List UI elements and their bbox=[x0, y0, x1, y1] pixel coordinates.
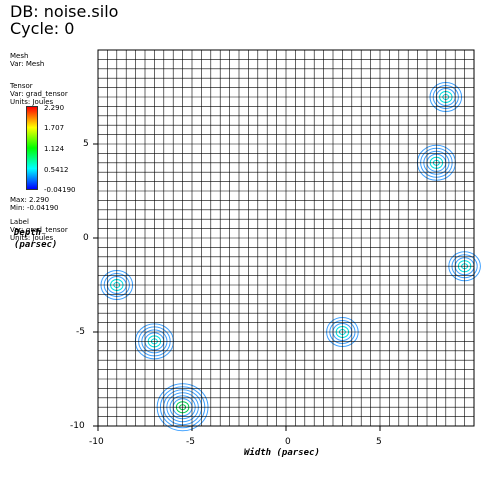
mesh-legend-var: Var: Mesh bbox=[10, 60, 45, 68]
label-legend-var: Var: grad_tensor bbox=[10, 226, 68, 234]
tensor-legend-units: Units: Joules bbox=[10, 98, 54, 106]
axis-ticks bbox=[93, 143, 381, 431]
tensor-legend-title: Tensor bbox=[10, 82, 33, 90]
colorbar-tick-min: -0.04190 bbox=[44, 186, 76, 194]
colorbar-tick-max: 2.290 bbox=[44, 104, 65, 112]
database-title: DB: noise.silo bbox=[10, 2, 119, 21]
mesh-grid bbox=[97, 49, 475, 427]
x-tick-label: -5 bbox=[186, 437, 195, 447]
x-tick-label: -10 bbox=[89, 437, 104, 447]
tensor-legend-max: Max: 2.290 bbox=[10, 196, 50, 204]
label-legend-units: Units: Joules bbox=[10, 234, 54, 242]
y-axis-title-units: (parsec) bbox=[14, 240, 58, 250]
x-tick-label: 0 bbox=[285, 437, 291, 447]
y-tick-label: -5 bbox=[76, 327, 85, 337]
colorbar-tick: 1.707 bbox=[44, 124, 65, 132]
y-tick-label: -10 bbox=[70, 421, 85, 431]
x-tick-label: 5 bbox=[376, 437, 382, 447]
y-tick-label: 5 bbox=[83, 139, 89, 149]
y-tick-label: 0 bbox=[83, 233, 89, 243]
label-legend-title: Label bbox=[10, 218, 29, 226]
colorbar-tick: 1.124 bbox=[44, 145, 65, 153]
mesh-legend-title: Mesh bbox=[10, 52, 29, 60]
tensor-legend-var: Var: grad_tensor bbox=[10, 90, 68, 98]
tensor-legend-min: Min: -0.04190 bbox=[10, 204, 59, 212]
cycle-label: Cycle: 0 bbox=[10, 19, 75, 38]
x-axis-title: Width (parsec) bbox=[244, 448, 320, 458]
colorbar-tick: 0.5412 bbox=[44, 166, 69, 174]
color-bar bbox=[26, 106, 38, 190]
y-axis-title: Depth bbox=[14, 228, 42, 238]
